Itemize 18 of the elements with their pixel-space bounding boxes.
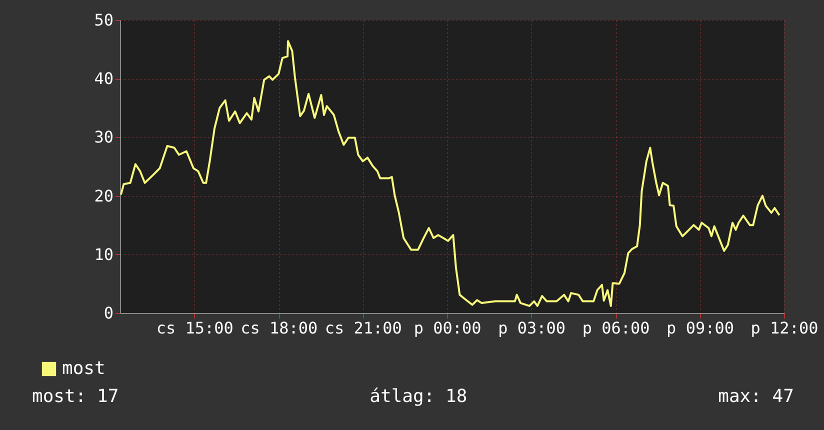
x-tick-label: p 06:00 — [582, 318, 650, 338]
x-tick-label: p 09:00 — [666, 318, 734, 338]
y-tick-label: 20 — [94, 186, 114, 206]
x-tick-label: cs 21:00 — [324, 318, 402, 338]
x-tick-label: cs 18:00 — [240, 318, 318, 338]
legend-label: most — [62, 358, 106, 379]
y-tick-label: 10 — [94, 244, 114, 264]
text: átlag: 18 — [370, 386, 468, 407]
x-tick-label: cs 15:00 — [156, 318, 234, 338]
text: max: 47 — [718, 386, 794, 407]
x-tick-label: p 03:00 — [498, 318, 566, 338]
y-tick-label: 40 — [94, 69, 114, 88]
text: most: 17 — [32, 386, 119, 407]
x-tick-label: p 00:00 — [414, 318, 482, 338]
y-tick-label: 30 — [94, 128, 114, 147]
y-tick-label: 50 — [94, 10, 114, 30]
y-tick-label: 0 — [104, 304, 114, 322]
x-tick-label: p 12:00 — [750, 318, 818, 338]
